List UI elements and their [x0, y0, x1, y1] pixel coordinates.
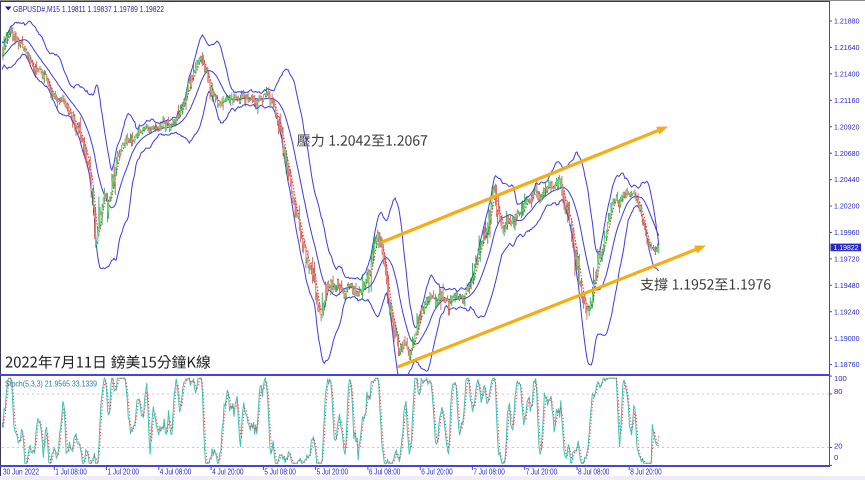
- svg-text:GBPUSD#,M15 1.19811 1.19837 1: GBPUSD#,M15 1.19811 1.19837 1.19789 1.19…: [13, 5, 164, 14]
- svg-text:1.20680: 1.20680: [834, 149, 860, 158]
- svg-text:1.21160: 1.21160: [834, 96, 860, 105]
- svg-text:1.21880: 1.21880: [834, 17, 860, 26]
- svg-text:0: 0: [834, 453, 838, 462]
- svg-text:1 Jul 08:00: 1 Jul 08:00: [55, 467, 87, 476]
- svg-text:20: 20: [834, 442, 842, 451]
- svg-text:6 Jul 08:00: 6 Jul 08:00: [369, 467, 401, 476]
- svg-text:5 Jul 20:00: 5 Jul 20:00: [317, 467, 349, 476]
- svg-text:1.21640: 1.21640: [834, 43, 860, 52]
- svg-text:1.20440: 1.20440: [834, 175, 860, 184]
- svg-text:1.19240: 1.19240: [834, 307, 860, 316]
- svg-text:8 Jul 08:00: 8 Jul 08:00: [578, 467, 610, 476]
- svg-text:6 Jul 20:00: 6 Jul 20:00: [421, 467, 453, 476]
- svg-text:5 Jul 08:00: 5 Jul 08:00: [264, 467, 296, 476]
- svg-text:80: 80: [834, 387, 842, 396]
- svg-text:1.18760: 1.18760: [834, 360, 860, 369]
- svg-text:1.19480: 1.19480: [834, 281, 860, 290]
- svg-text:4 Jul 08:00: 4 Jul 08:00: [160, 467, 192, 476]
- svg-text:4 Jul 20:00: 4 Jul 20:00: [212, 467, 244, 476]
- svg-text:1.19000: 1.19000: [834, 334, 860, 343]
- svg-text:1.20920: 1.20920: [834, 122, 860, 131]
- svg-text:1.20200: 1.20200: [834, 202, 860, 211]
- svg-text:1.19822: 1.19822: [834, 243, 859, 252]
- svg-text:Stoch(5,3,3) 21.9565 33.1339: Stoch(5,3,3) 21.9565 33.1339: [5, 380, 97, 389]
- svg-text:7 Jul 08:00: 7 Jul 08:00: [473, 467, 505, 476]
- svg-text:1.19720: 1.19720: [834, 255, 860, 264]
- svg-text:7 Jul 20:00: 7 Jul 20:00: [526, 467, 558, 476]
- svg-text:1 Jul 20:00: 1 Jul 20:00: [108, 467, 140, 476]
- svg-text:1.21400: 1.21400: [834, 70, 860, 79]
- svg-text:100: 100: [834, 374, 847, 383]
- svg-text:1.19960: 1.19960: [834, 228, 860, 237]
- svg-text:30 Jun 2022: 30 Jun 2022: [3, 467, 39, 476]
- svg-text:8 Jul 20:00: 8 Jul 20:00: [630, 467, 662, 476]
